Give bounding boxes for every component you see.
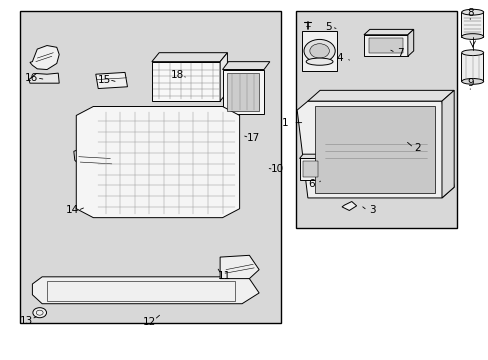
Polygon shape <box>299 154 325 158</box>
Ellipse shape <box>461 34 483 40</box>
Text: 9: 9 <box>466 78 472 88</box>
Circle shape <box>304 40 334 62</box>
Text: 5: 5 <box>325 22 331 32</box>
Text: 12: 12 <box>142 317 156 327</box>
Polygon shape <box>302 31 336 71</box>
Ellipse shape <box>305 58 332 65</box>
Text: 1: 1 <box>281 118 288 128</box>
Text: 7: 7 <box>396 48 403 58</box>
Polygon shape <box>76 107 239 218</box>
Polygon shape <box>152 62 220 101</box>
Bar <box>315 107 434 193</box>
Polygon shape <box>461 53 483 81</box>
Polygon shape <box>29 73 59 83</box>
Polygon shape <box>461 12 483 37</box>
Polygon shape <box>363 35 407 56</box>
Polygon shape <box>441 90 453 198</box>
Ellipse shape <box>461 78 483 84</box>
Bar <box>47 281 234 301</box>
Polygon shape <box>363 30 413 35</box>
Polygon shape <box>222 62 269 69</box>
Ellipse shape <box>461 9 483 15</box>
Text: 4: 4 <box>336 53 342 63</box>
Bar <box>303 161 317 177</box>
Bar <box>368 38 402 53</box>
Polygon shape <box>297 101 453 198</box>
Polygon shape <box>341 202 356 211</box>
Text: 13: 13 <box>20 316 33 325</box>
Text: 10: 10 <box>270 164 283 174</box>
Polygon shape <box>307 90 453 101</box>
Polygon shape <box>220 53 227 101</box>
Polygon shape <box>96 72 127 89</box>
Text: 11: 11 <box>217 271 230 281</box>
Text: 15: 15 <box>98 75 111 85</box>
Circle shape <box>33 308 46 318</box>
Polygon shape <box>74 144 115 176</box>
Text: 8: 8 <box>466 8 472 18</box>
Text: 6: 6 <box>308 179 314 189</box>
Bar <box>20 12 281 323</box>
Text: 3: 3 <box>368 206 375 216</box>
Text: 18: 18 <box>171 70 184 80</box>
Circle shape <box>309 44 329 58</box>
Bar <box>295 12 456 228</box>
Polygon shape <box>30 45 59 69</box>
Polygon shape <box>220 255 259 279</box>
Polygon shape <box>299 158 321 180</box>
Ellipse shape <box>461 50 483 55</box>
Text: 16: 16 <box>25 73 39 83</box>
Bar <box>227 73 259 111</box>
Text: 14: 14 <box>66 206 80 216</box>
Text: 2: 2 <box>413 143 420 153</box>
Polygon shape <box>152 53 227 62</box>
Polygon shape <box>407 30 413 56</box>
Text: 17: 17 <box>246 133 259 143</box>
Polygon shape <box>32 277 259 304</box>
Polygon shape <box>222 69 264 114</box>
